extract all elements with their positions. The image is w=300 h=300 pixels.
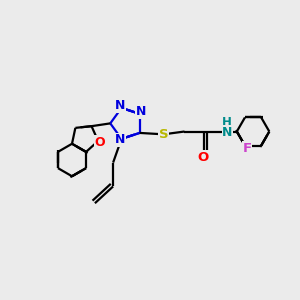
- Text: S: S: [159, 128, 168, 141]
- Text: H: H: [221, 116, 231, 129]
- Text: N: N: [115, 99, 126, 112]
- Text: F: F: [242, 142, 251, 155]
- Text: O: O: [95, 136, 105, 148]
- Text: N: N: [222, 126, 233, 139]
- Text: N: N: [136, 105, 146, 118]
- Text: O: O: [198, 151, 209, 164]
- Text: N: N: [115, 133, 126, 146]
